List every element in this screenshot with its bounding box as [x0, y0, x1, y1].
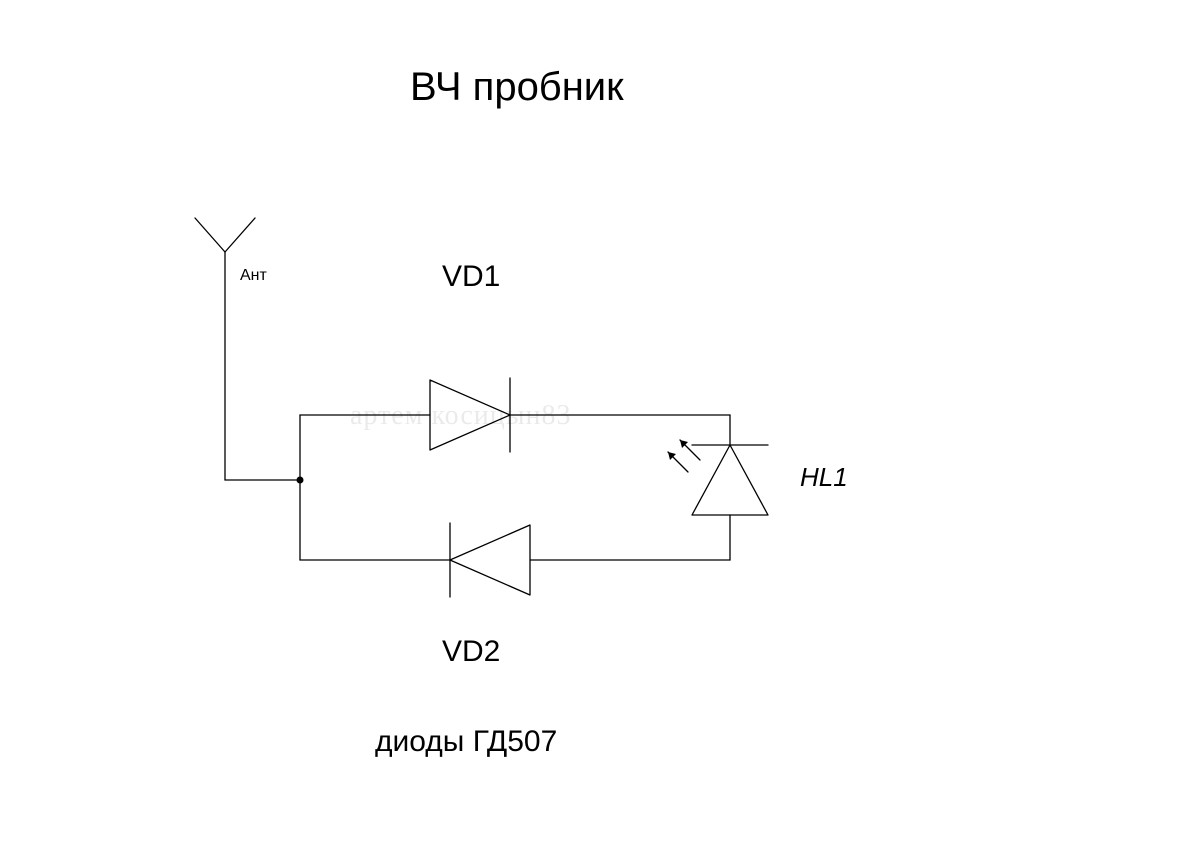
antenna-label: Ант [240, 267, 267, 285]
hl1-label: HL1 [800, 462, 848, 493]
watermark-text: артем косицын83 [350, 400, 572, 432]
antenna-symbol [195, 218, 255, 480]
vd1-label: VD1 [442, 260, 500, 294]
led-hl1 [668, 440, 768, 515]
schematic-title: ВЧ пробник [410, 65, 624, 110]
diode-note: диоды ГД507 [375, 725, 557, 759]
junction-dot [297, 477, 304, 484]
vd2-label: VD2 [442, 635, 500, 669]
schematic-canvas [0, 0, 1200, 849]
diode-vd2 [450, 523, 530, 597]
